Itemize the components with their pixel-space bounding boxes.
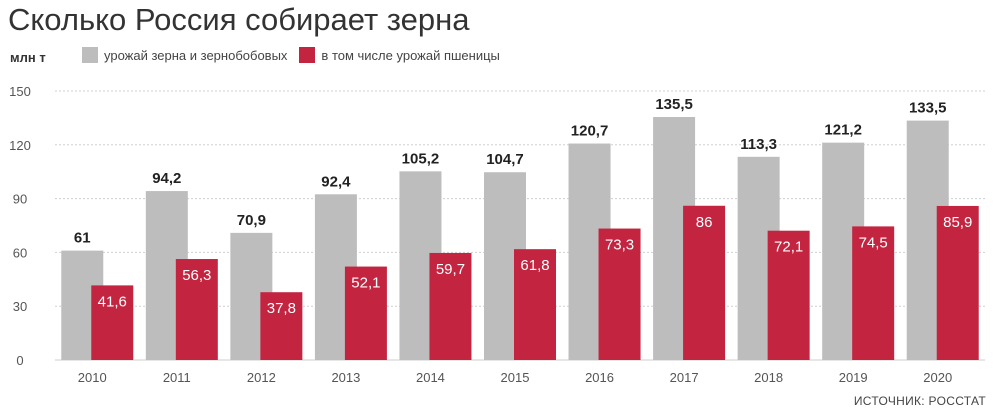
data-label-grain-2014: 105,2: [402, 150, 440, 167]
bar-wheat-2016: [598, 228, 641, 360]
unit-label: млн т: [10, 50, 46, 65]
source-note: ИСТОЧНИК: РОССТАТ: [853, 394, 986, 408]
bar-wheat-2018: [767, 230, 810, 360]
data-label-wheat-2019: 74,5: [859, 234, 888, 251]
data-label-grain-2015: 104,7: [486, 151, 524, 168]
x-tick-label-2020: 2020: [923, 370, 952, 385]
data-label-grain-2016: 120,7: [571, 123, 609, 140]
data-label-wheat-2013: 52,1: [351, 275, 380, 292]
data-label-grain-2019: 121,2: [824, 122, 862, 139]
data-label-grain-2012: 70,9: [237, 212, 266, 229]
bar-wheat-2011: [175, 259, 218, 360]
x-tick-label-2014: 2014: [416, 370, 445, 385]
y-tick-label: 60: [13, 245, 27, 260]
x-tick-label-2010: 2010: [78, 370, 107, 385]
bar-wheat-2013: [344, 266, 387, 360]
legend-label-grain: урожай зерна и зернобобовых: [104, 47, 288, 63]
bar-wheat-2020: [936, 205, 979, 360]
x-tick-label-2012: 2012: [247, 370, 276, 385]
x-tick-label-2011: 2011: [163, 370, 191, 385]
x-tick-label-2019: 2019: [839, 370, 868, 385]
x-tick-label-2018: 2018: [754, 370, 783, 385]
legend-item-grain: урожай зерна и зернобобовых: [82, 47, 287, 63]
bar-wheat-2017: [683, 205, 726, 360]
x-tick-label-2015: 2015: [501, 370, 530, 385]
y-tick-label: 30: [13, 299, 27, 314]
legend-swatch-wheat: [299, 47, 316, 63]
legend-item-wheat: в том числе урожай пшеницы: [299, 47, 500, 63]
data-label-wheat-2011: 56,3: [182, 267, 211, 284]
data-label-grain-2017: 135,5: [655, 96, 693, 113]
data-label-grain-2020: 133,5: [909, 100, 947, 117]
data-label-wheat-2016: 73,3: [605, 237, 634, 254]
x-tick-label-2016: 2016: [585, 370, 614, 385]
data-label-wheat-2020: 85,9: [943, 214, 972, 231]
data-label-grain-2018: 113,3: [740, 136, 777, 153]
legend: урожай зерна и зернобобовых в том числе …: [82, 47, 512, 63]
y-tick-label: 120: [9, 138, 31, 153]
data-label-wheat-2010: 41,6: [98, 293, 127, 310]
chart-title: Сколько Россия собирает зерна: [8, 2, 470, 37]
x-tick-label-2013: 2013: [331, 370, 360, 385]
x-tick-label-2017: 2017: [670, 370, 699, 385]
data-label-wheat-2014: 59,7: [436, 261, 465, 278]
legend-swatch-grain: [82, 47, 98, 63]
data-label-grain-2011: 94,2: [152, 170, 181, 187]
bar-wheat-2015: [514, 249, 556, 360]
data-label-wheat-2015: 61,8: [520, 257, 549, 274]
bar-wheat-2012: [260, 292, 303, 360]
legend-label-wheat: в том числе урожай пшеницы: [321, 47, 500, 63]
data-label-wheat-2012: 37,8: [267, 300, 296, 317]
bar-wheat-2010: [91, 285, 134, 360]
data-label-grain-2010: 61: [74, 230, 91, 247]
data-label-wheat-2018: 72,1: [774, 239, 803, 256]
y-tick-label: 90: [13, 192, 27, 207]
data-label-wheat-2017: 86: [696, 214, 713, 231]
y-tick-label: 150: [9, 84, 31, 99]
bar-wheat-2014: [429, 252, 472, 360]
y-tick-label: 0: [16, 353, 23, 368]
bar-wheat-2019: [852, 226, 895, 360]
data-label-grain-2013: 92,4: [321, 173, 351, 190]
